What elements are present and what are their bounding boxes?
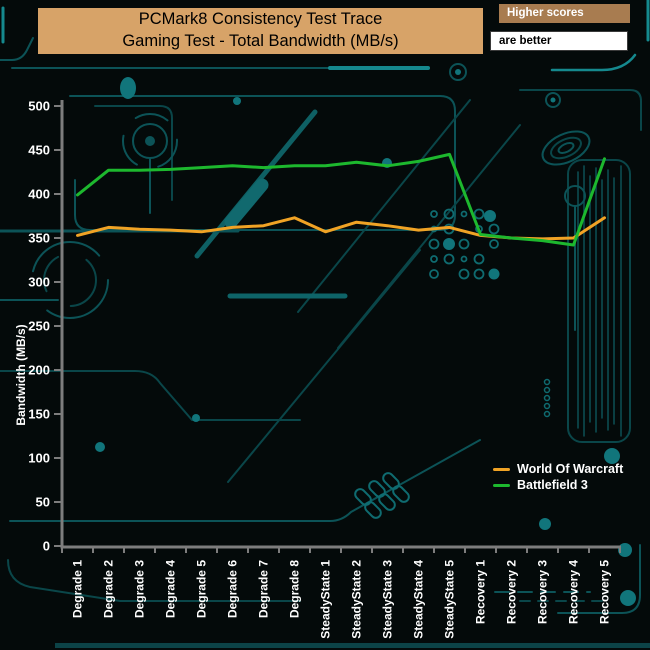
- y-tick-label: 50: [36, 495, 50, 510]
- are-better-note: are better: [490, 31, 628, 51]
- filled-pads: [95, 69, 636, 606]
- bottom-bar: [55, 643, 650, 648]
- pad-ring: [449, 63, 467, 81]
- series-line: [76, 216, 606, 241]
- x-tick-label: Degrade 4: [164, 560, 178, 618]
- x-tick-label: Recovery 2: [505, 560, 519, 624]
- x-tick-label: Degrade 3: [133, 560, 147, 618]
- trace: [297, 99, 471, 313]
- y-axis-title: Bandwidth (MB/s): [14, 324, 28, 426]
- x-tick-label: Recovery 4: [567, 560, 581, 624]
- legend-swatch: [493, 467, 510, 471]
- y-tick-label: 500: [28, 99, 50, 114]
- trace: [69, 95, 456, 231]
- y-tick-label: 0: [43, 539, 50, 554]
- x-tick-label: SteadyState 2: [350, 560, 364, 639]
- trace: [7, 559, 301, 602]
- chart-title-line1: PCMark8 Consistency Test Trace: [138, 10, 383, 29]
- trace: [550, 53, 637, 72]
- dot-column: [543, 378, 551, 418]
- legend-item: Battlefield 3: [493, 477, 623, 493]
- x-tick-label: Degrade 7: [257, 560, 271, 618]
- trace: [94, 105, 173, 201]
- x-tick-label: Degrade 6: [226, 560, 240, 618]
- series-lines: [76, 152, 606, 247]
- x-tick-label: SteadyState 5: [443, 560, 457, 639]
- y-tick-label: 350: [28, 231, 50, 246]
- trace: [0, 37, 34, 61]
- pad-ring: [545, 92, 561, 108]
- y-axis-ticks: 0 50 100 150 200 250 300 350 400 450 500: [28, 99, 63, 554]
- y-tick-label: 250: [28, 319, 50, 334]
- higher-scores-note: Higher scores: [499, 4, 630, 23]
- x-tick-label: Recovery 5: [598, 560, 612, 624]
- trace: [227, 249, 421, 483]
- legend-label: Battlefield 3: [517, 478, 588, 492]
- chart-title-box: PCMark8 Consistency Test Trace Gaming Te…: [38, 8, 483, 54]
- x-tick-label: Degrade 1: [71, 560, 85, 618]
- chart-legend: World Of Warcraft Battlefield 3: [493, 461, 623, 493]
- keyhole-cluster: [354, 472, 410, 519]
- legend-label: World Of Warcraft: [517, 462, 624, 476]
- y-tick-label: 200: [28, 363, 50, 378]
- x-tick-label: Degrade 8: [288, 560, 302, 618]
- x-axis-ticks: Degrade 1 Degrade 2 Degrade 3 Degrade 4 Degr…: [61, 547, 621, 639]
- trace: [337, 124, 521, 349]
- x-tick-label: Recovery 3: [536, 560, 550, 624]
- dot-matrix: [428, 208, 500, 280]
- pad-ring: [122, 113, 178, 169]
- x-tick-label: Degrade 5: [195, 560, 209, 618]
- chart-title-line2: Gaming Test - Total Bandwidth (MB/s): [122, 32, 399, 50]
- y-tick-label: 150: [28, 407, 50, 422]
- trace-bundle-outline: [567, 159, 631, 443]
- trace: [224, 178, 269, 229]
- y-tick-label: 450: [28, 143, 50, 158]
- x-tick-label: SteadyState 3: [381, 560, 395, 639]
- trace: [0, 370, 301, 421]
- pad-ring: [31, 241, 109, 319]
- pad: [145, 136, 155, 146]
- y-tick-label: 400: [28, 187, 50, 202]
- y-tick-label: 100: [28, 451, 50, 466]
- legend-swatch: [493, 483, 510, 487]
- series-line: [76, 152, 606, 247]
- leaf-pad: [541, 130, 591, 166]
- legend-item: World Of Warcraft: [493, 461, 623, 477]
- trace-bundle: [577, 165, 622, 437]
- x-tick-label: SteadyState 1: [319, 560, 333, 639]
- trace: [557, 544, 641, 614]
- trace: [519, 89, 642, 131]
- x-tick-label: SteadyState 4: [412, 560, 426, 639]
- trace: [9, 439, 481, 522]
- x-tick-label: Degrade 2: [102, 560, 116, 618]
- y-tick-label: 300: [28, 275, 50, 290]
- x-tick-label: Recovery 1: [474, 560, 488, 624]
- pad-ring: [43, 253, 97, 307]
